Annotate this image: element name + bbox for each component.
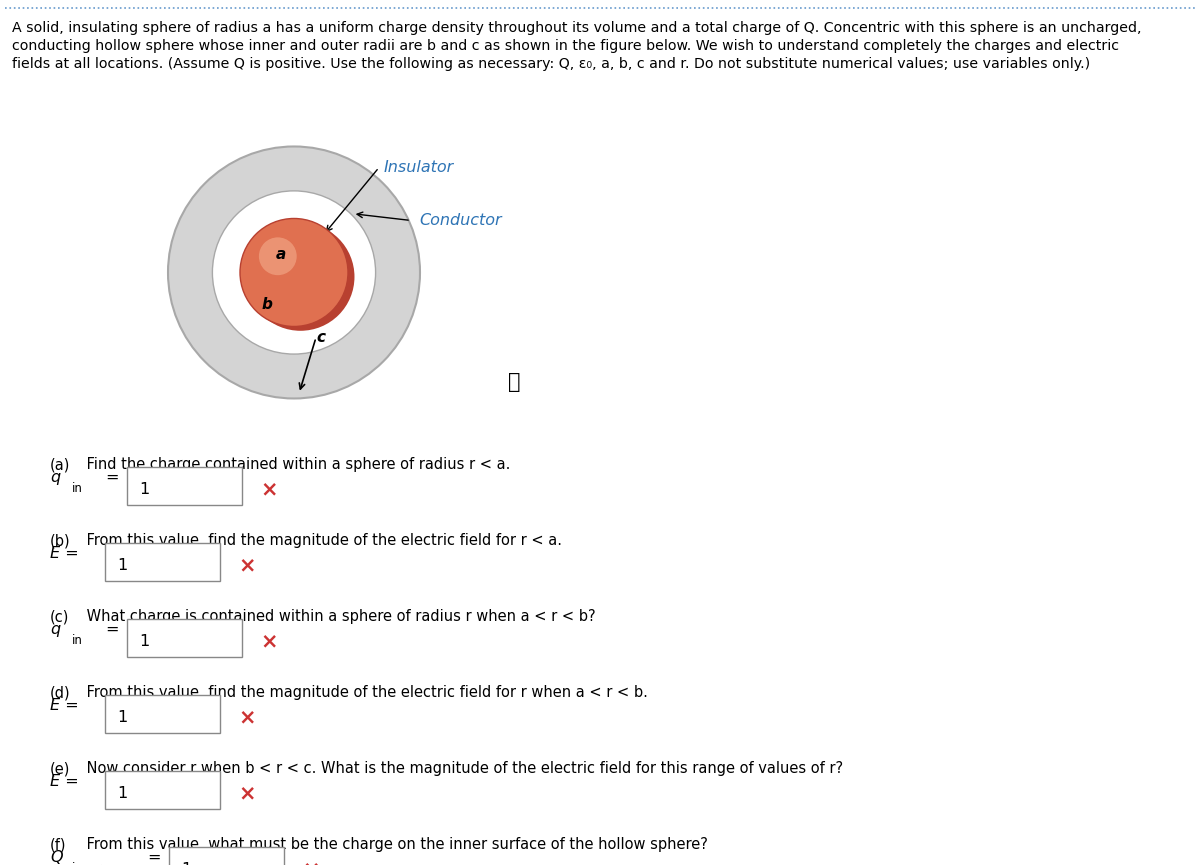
Text: 1: 1 [118, 785, 127, 800]
Text: (e): (e) [50, 761, 71, 776]
Text: Now consider r when b < r < c. What is the magnitude of the electric field for t: Now consider r when b < r < c. What is t… [82, 761, 844, 776]
Bar [106, 771, 220, 809]
Bar [169, 847, 284, 865]
Text: q: q [50, 622, 60, 637]
Text: E =: E = [50, 698, 79, 713]
Text: E =: E = [50, 774, 79, 789]
Bar [106, 543, 220, 581]
Text: Insulator: Insulator [384, 160, 455, 175]
Text: 1: 1 [181, 862, 191, 865]
Bar [127, 619, 242, 657]
Bar [127, 467, 242, 505]
Text: =: = [106, 622, 119, 637]
Text: c: c [316, 330, 325, 345]
Text: (b): (b) [50, 533, 71, 548]
Text: ×: × [238, 555, 256, 575]
Text: (f): (f) [50, 837, 66, 852]
Text: ×: × [260, 631, 277, 651]
Text: conducting hollow sphere whose inner and outer radii are b and c as shown in the: conducting hollow sphere whose inner and… [12, 39, 1120, 53]
Text: ×: × [238, 783, 256, 803]
Text: =: = [106, 470, 119, 485]
Text: From this value, what must be the charge on the inner surface of the hollow sphe: From this value, what must be the charge… [82, 837, 708, 852]
Text: E =: E = [50, 546, 79, 561]
Circle shape [168, 146, 420, 399]
Circle shape [246, 223, 354, 330]
Circle shape [259, 237, 296, 275]
Text: (c): (c) [50, 609, 70, 624]
Text: A solid, insulating sphere of radius a has a uniform charge density throughout i: A solid, insulating sphere of radius a h… [12, 21, 1141, 35]
Text: ×: × [302, 859, 319, 865]
Text: From this value, find the magnitude of the electric field for r when a < r < b.: From this value, find the magnitude of t… [82, 685, 648, 700]
Text: Find the charge contained within a sphere of radius r < a.: Find the charge contained within a spher… [82, 457, 510, 472]
Text: 1: 1 [139, 482, 149, 497]
Text: Q: Q [50, 850, 62, 865]
Circle shape [240, 219, 348, 326]
Text: (d): (d) [50, 685, 71, 700]
Text: What charge is contained within a sphere of radius r when a < r < b?: What charge is contained within a sphere… [82, 609, 595, 624]
Circle shape [212, 191, 376, 354]
Text: fields at all locations. (Assume Q is positive. Use the following as necessary: : fields at all locations. (Assume Q is po… [12, 57, 1090, 71]
Text: 1: 1 [118, 709, 127, 725]
Text: a: a [276, 247, 286, 262]
Text: b: b [262, 297, 272, 312]
Text: in: in [72, 482, 83, 495]
Text: q: q [50, 470, 60, 485]
Text: From this value, find the magnitude of the electric field for r < a.: From this value, find the magnitude of t… [82, 533, 562, 548]
Text: =: = [148, 850, 161, 865]
Text: 1: 1 [118, 558, 127, 573]
Text: Conductor: Conductor [419, 213, 502, 228]
Text: 1: 1 [139, 633, 149, 649]
Text: in: in [72, 634, 83, 647]
Text: ⓘ: ⓘ [508, 373, 521, 393]
Bar [106, 695, 220, 733]
Text: ×: × [238, 707, 256, 727]
Text: ×: × [260, 479, 277, 499]
Text: (a): (a) [50, 457, 71, 472]
Text: inner: inner [72, 862, 103, 865]
